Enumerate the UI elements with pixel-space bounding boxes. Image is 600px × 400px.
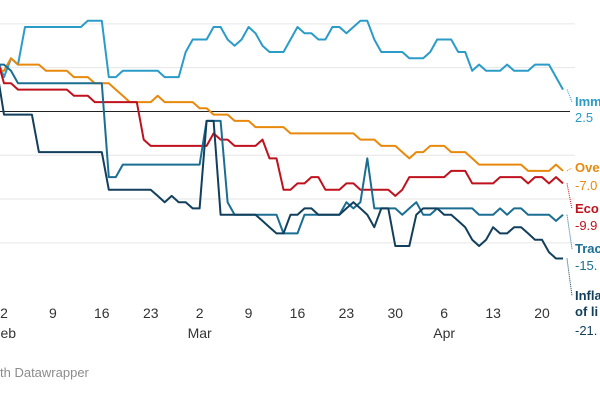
series-name-label-line2: of li	[575, 304, 598, 319]
series-name-label: Ove	[575, 160, 600, 175]
x-tick-month-label: Apr	[433, 325, 455, 341]
x-axis-tick-labels: 2 Feb 9 16 23 2 Mar 9 16 23 30 6 Apr 13 20	[0, 305, 550, 341]
x-tick-label: 9	[245, 305, 253, 321]
x-tick-label: 23	[339, 305, 355, 321]
label-connector	[566, 167, 573, 172]
series-end-value: -21.	[575, 323, 597, 338]
x-tick-label: 20	[534, 305, 550, 321]
x-tick-month-label: Feb	[0, 325, 16, 341]
series-lines	[0, 19, 564, 260]
x-tick-label: 2	[196, 305, 204, 321]
series-line-infla	[0, 83, 563, 260]
series-name-label: Eco	[575, 201, 599, 216]
source-credit: th Datawrapper	[0, 365, 89, 380]
series-line-imm	[0, 19, 564, 91]
series-line-eco	[0, 65, 564, 197]
x-tick-label: 16	[94, 305, 110, 321]
x-tick-label: 9	[49, 305, 57, 321]
x-tick-label: 2	[0, 305, 8, 321]
x-tick-month-label: Mar	[188, 325, 212, 341]
label-connector	[566, 214, 573, 250]
label-connector	[566, 258, 573, 297]
gridlines	[0, 23, 575, 244]
series-line-trac	[0, 63, 564, 235]
series-end-value: -15.	[575, 258, 597, 273]
label-connector	[566, 89, 573, 103]
series-name-label: Trac	[575, 241, 600, 256]
x-tick-label: 6	[440, 305, 448, 321]
series-end-value: -7.0	[575, 178, 597, 193]
series-end-value: -9.9	[575, 218, 597, 233]
series-name-label: Infla	[575, 288, 600, 303]
x-tick-label: 30	[388, 305, 404, 321]
x-tick-label: 16	[290, 305, 306, 321]
x-tick-label: 13	[485, 305, 501, 321]
label-connector	[566, 183, 573, 210]
x-tick-label: 23	[143, 305, 159, 321]
series-name-label: Imm	[575, 94, 600, 109]
series-line-ove	[0, 57, 564, 172]
series-end-value: 2.5	[575, 110, 593, 125]
